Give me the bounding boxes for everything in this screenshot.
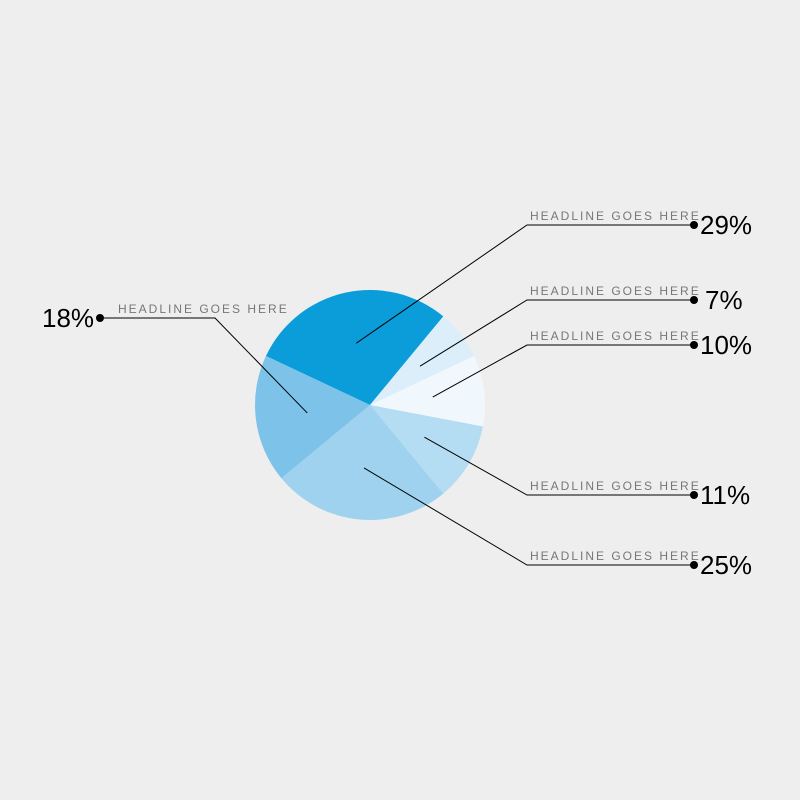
pie-chart: HEADLINE GOES HERE29%HEADLINE GOES HERE7… — [0, 0, 800, 800]
slice-headline-0: HEADLINE GOES HERE — [530, 209, 701, 223]
slice-headline-2: HEADLINE GOES HERE — [530, 329, 701, 343]
slice-percent-2: 10% — [700, 330, 752, 360]
slice-percent-4: 25% — [700, 550, 752, 580]
slice-headline-3: HEADLINE GOES HERE — [530, 479, 701, 493]
slice-percent-5: 18% — [42, 303, 94, 333]
pie-slices — [255, 290, 485, 520]
slice-headline-1: HEADLINE GOES HERE — [530, 284, 701, 298]
slice-percent-3: 11% — [700, 480, 750, 510]
slice-percent-0: 29% — [700, 210, 752, 240]
slice-percent-1: 7% — [705, 285, 743, 315]
leader-dot-5 — [96, 314, 104, 322]
slice-headline-5: HEADLINE GOES HERE — [118, 302, 289, 316]
slice-headline-4: HEADLINE GOES HERE — [530, 549, 701, 563]
